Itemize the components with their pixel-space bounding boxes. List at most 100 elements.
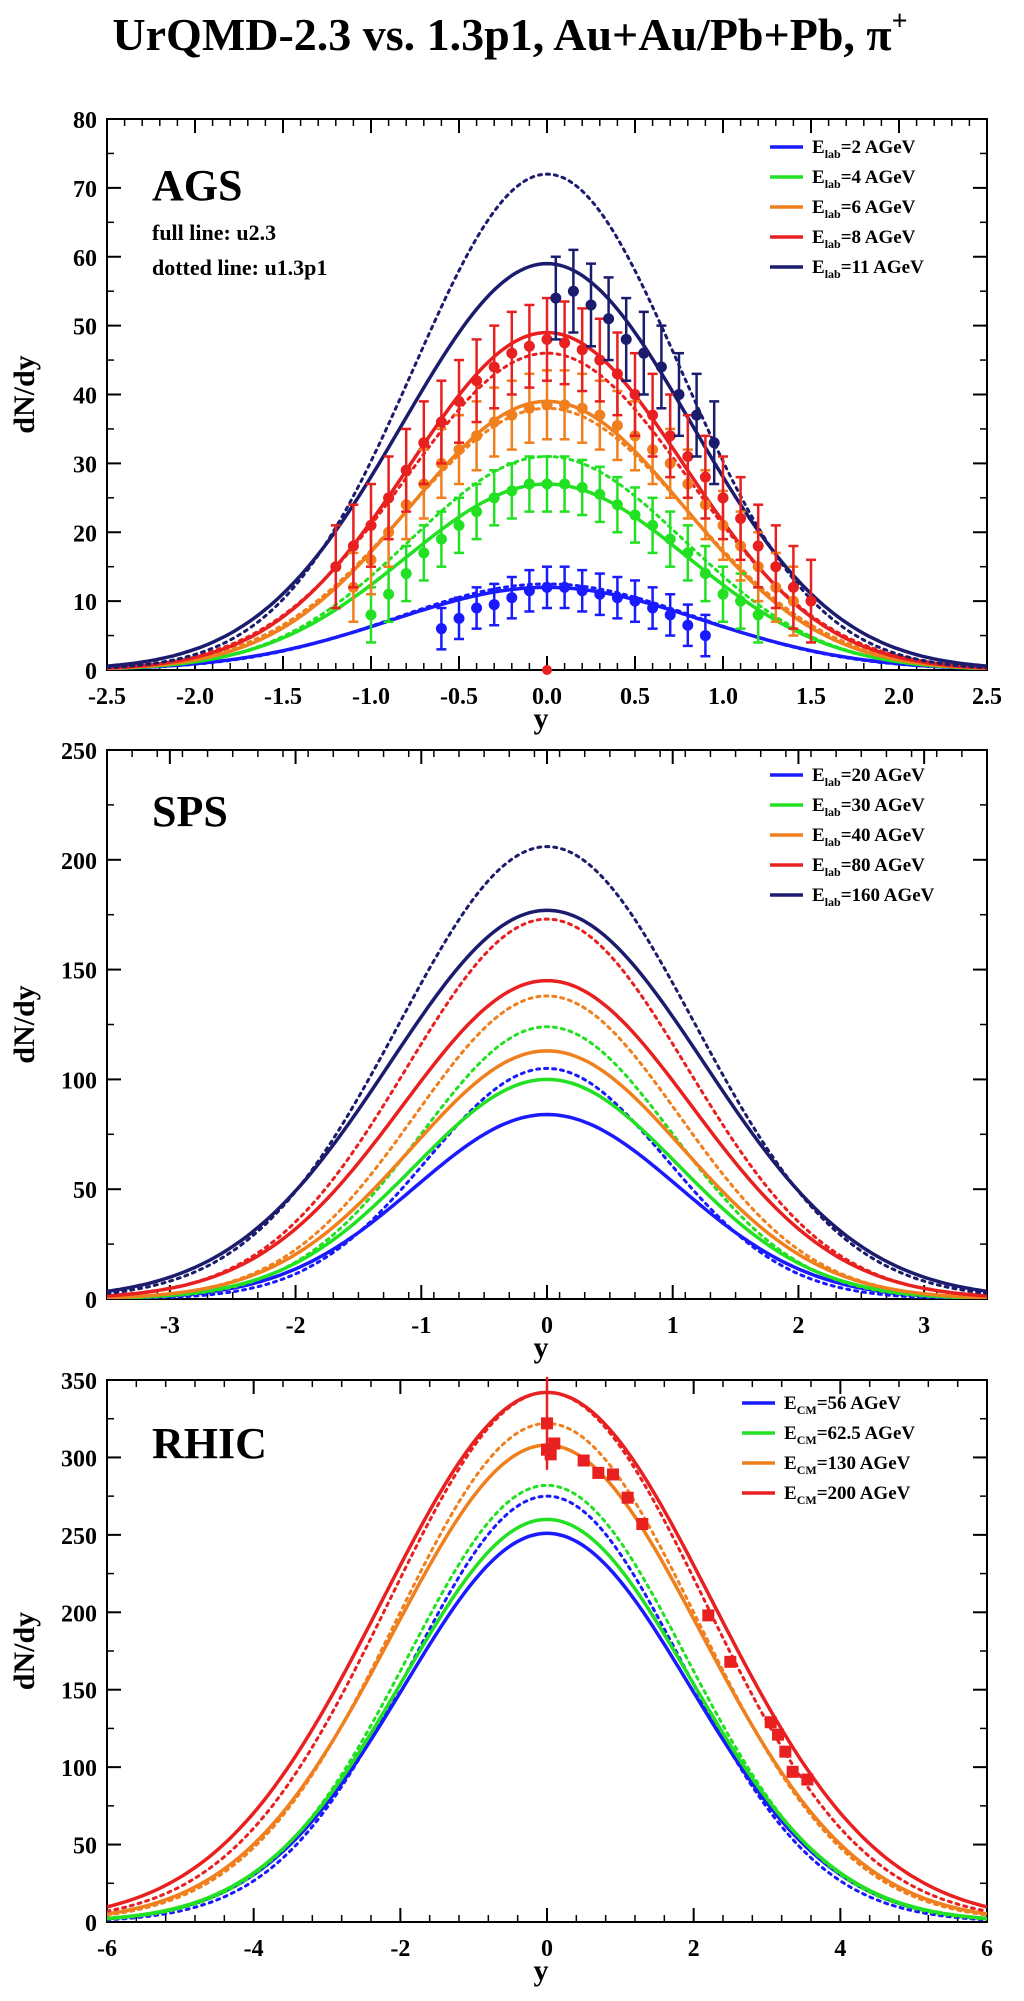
data-point xyxy=(548,1437,561,1450)
legend-main: E xyxy=(784,1393,797,1414)
data-point xyxy=(488,599,500,611)
data-point xyxy=(542,665,552,675)
full-curve-4 xyxy=(107,261,987,668)
y-tick-label: 40 xyxy=(73,384,97,410)
legend-main: E xyxy=(812,257,825,278)
full-curve-2 xyxy=(107,1049,987,1299)
data-point xyxy=(471,602,483,614)
y-axis-label: dN/dy xyxy=(8,985,41,1063)
legend-rest: =56 AGeV xyxy=(817,1393,901,1414)
data-point xyxy=(488,361,500,373)
data-point xyxy=(779,1745,792,1758)
data-point xyxy=(435,533,447,545)
data-point xyxy=(629,595,641,607)
x-tick-label: 0.0 xyxy=(532,684,562,710)
legend-entry: Elab=160 AGeV xyxy=(812,885,935,909)
x-tick-label: -2 xyxy=(286,1313,306,1339)
data-point xyxy=(801,1773,814,1786)
legend-sub: lab xyxy=(825,267,841,281)
panel-label: AGS xyxy=(152,161,242,210)
legend-sub: lab xyxy=(825,775,841,789)
legend-main: E xyxy=(812,885,825,906)
y-tick-label: 100 xyxy=(61,1068,97,1094)
panel-label: SPS xyxy=(152,787,228,836)
x-tick-label: -2.0 xyxy=(176,684,214,710)
legend-main: E xyxy=(812,765,825,786)
panel-note: dotted line: u1.3p1 xyxy=(152,255,327,280)
title-superscript: + xyxy=(892,6,908,37)
x-tick-label: -3 xyxy=(160,1313,180,1339)
data-point xyxy=(699,630,711,642)
data-point xyxy=(752,609,764,621)
data-point xyxy=(471,430,483,442)
x-tick-label: 1.5 xyxy=(796,684,826,710)
x-tick-label: -2.5 xyxy=(88,684,126,710)
data-point xyxy=(330,561,342,573)
data-point xyxy=(523,585,535,597)
legend-sub: lab xyxy=(825,895,841,909)
data-point xyxy=(611,419,623,431)
x-axis-label: y xyxy=(534,702,549,735)
legend-rest: =2 AGeV xyxy=(841,137,916,158)
data-point xyxy=(559,581,571,593)
y-tick-label: 0 xyxy=(85,1288,97,1314)
dotted-curve-4 xyxy=(107,845,987,1295)
data-point xyxy=(506,347,518,359)
legend-rest: =8 AGeV xyxy=(841,227,916,248)
data-point xyxy=(691,409,703,421)
y-tick-label: 200 xyxy=(61,849,97,875)
legend-rest: =4 AGeV xyxy=(841,167,916,188)
data-point xyxy=(471,375,483,387)
data-point xyxy=(453,519,465,531)
y-tick-label: 30 xyxy=(73,452,97,478)
data-point xyxy=(506,592,518,604)
legend-main: E xyxy=(812,855,825,876)
dotted-curve-4 xyxy=(107,172,987,670)
legend-entry: Elab=11 AGeV xyxy=(812,257,924,281)
panel-ags: -2.5 -2.0 -1.5 -1.0 -0.5 0.0 0.5 1.0 1.5 2.0 2.5 0 1… xyxy=(8,108,1002,735)
legend-rest: =80 AGeV xyxy=(841,855,925,876)
legend-main: E xyxy=(812,197,825,218)
data-point xyxy=(400,464,412,476)
legend-rest: =20 AGeV xyxy=(841,765,925,786)
curves xyxy=(107,845,987,1299)
data-point xyxy=(770,561,782,573)
legend-sub: lab xyxy=(825,237,841,251)
full-curve-1 xyxy=(107,1517,987,1921)
x-tick-label: -1.5 xyxy=(264,684,302,710)
y-tick-label: 0 xyxy=(85,1911,97,1937)
x-tick-label: -4 xyxy=(244,1936,264,1962)
data-point xyxy=(576,402,588,414)
data-point xyxy=(611,592,623,604)
data-point xyxy=(577,1454,590,1467)
x-tick-label: 3 xyxy=(918,1313,930,1339)
legend-sub: lab xyxy=(825,207,841,221)
data-point xyxy=(772,1728,784,1741)
full-curve-4 xyxy=(107,908,987,1294)
x-tick-label: 4 xyxy=(834,1936,846,1962)
y-tick-label: 60 xyxy=(73,246,97,272)
data-point xyxy=(347,540,359,552)
legend-main: E xyxy=(812,167,825,188)
legend-entry: Elab=40 AGeV xyxy=(812,825,925,849)
data-point xyxy=(541,581,553,593)
legend-entry: Elab=30 AGeV xyxy=(812,795,925,819)
dotted-curve-0 xyxy=(107,1494,987,1922)
legend-entry: Elab=80 AGeV xyxy=(812,855,925,879)
full-curve-0 xyxy=(107,1112,987,1299)
legend-main: E xyxy=(784,1483,797,1504)
x-tick-label: -1.0 xyxy=(352,684,390,710)
full-curve-3 xyxy=(107,978,987,1298)
data-point xyxy=(488,416,500,428)
data-point xyxy=(664,609,676,621)
legend-main: E xyxy=(812,795,825,816)
x-tick-label: 1.0 xyxy=(708,684,738,710)
data-point xyxy=(541,1417,553,1430)
legend-entry: Elab=6 AGeV xyxy=(812,197,916,221)
legend-sub: lab xyxy=(825,177,841,191)
data-point xyxy=(576,585,588,597)
data-point xyxy=(365,519,377,531)
data-point xyxy=(488,492,500,504)
data-point xyxy=(805,595,817,607)
